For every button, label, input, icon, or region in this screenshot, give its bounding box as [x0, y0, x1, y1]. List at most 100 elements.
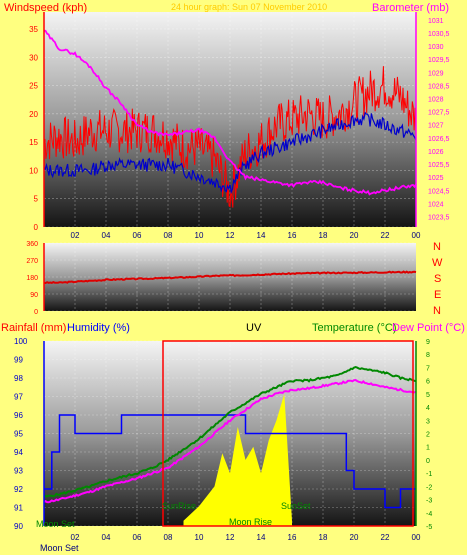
x-tick-label: 18	[319, 231, 328, 240]
direction-tick-label: 90	[30, 292, 38, 299]
baro-tick-label: 1029	[428, 70, 444, 77]
baro-tick-label: 1031	[428, 18, 444, 25]
humidity-tick-label: 100	[14, 337, 28, 346]
temperature-tick-label: 8	[426, 352, 430, 359]
direction-plot-area	[44, 243, 416, 311]
rainfall-box	[162, 340, 414, 527]
baro-tick-label: 1030	[428, 44, 444, 51]
temperature-tick-label: 9	[426, 339, 430, 346]
humidity-tick-label: 91	[14, 504, 23, 513]
temperature-tick-label: 3	[426, 418, 430, 425]
x-tick-label: 18	[319, 533, 328, 542]
wind-direction-series-line	[43, 270, 417, 285]
wind-baro-ticks: 0 5 10 15 20 25 30 35 1023,5 1024 1024,5 1025 1025,5…	[29, 18, 449, 240]
baro-tick-label: 1026	[428, 149, 444, 156]
moon-rise-label: Moon Rise	[229, 517, 272, 527]
dew-point-series-line	[43, 378, 417, 504]
humidity-tick-label: 96	[14, 411, 23, 420]
x-tick-label: 16	[288, 533, 297, 542]
wind-tick-label: 25	[29, 82, 38, 91]
baro-tick-label: 1030,5	[428, 31, 450, 38]
wind-tick-label: 30	[29, 53, 38, 62]
wind-tick-label: 10	[29, 166, 38, 175]
direction-tick-label: 180	[26, 275, 38, 282]
moon-set-label: Moon Set	[40, 543, 79, 553]
x-tick-label: 10	[195, 533, 204, 542]
x-tick-label: 08	[164, 231, 173, 240]
baro-tick-label: 1028,5	[428, 83, 450, 90]
uv-area	[183, 393, 292, 526]
direction-ticks: 0 90 180 270 360	[26, 241, 38, 316]
humidity-tick-label: 93	[14, 467, 23, 476]
x-tick-label: 04	[102, 231, 111, 240]
direction-series	[43, 270, 417, 285]
x-tick-label: 06	[133, 231, 142, 240]
temp-ticks: 90919293949596979899100-5-4-3-2-10123456…	[14, 337, 432, 542]
direction-grid	[44, 242, 416, 312]
temperature-tick-label: 5	[426, 392, 430, 399]
baro-tick-label: 1028	[428, 97, 444, 104]
wind-direction-panel: 0 90 180 270 360 N W S E N	[26, 241, 443, 317]
temperature-tick-label: 1	[426, 445, 430, 452]
wind-tick-label: 20	[29, 110, 38, 119]
sunset-label: SunSet	[281, 501, 311, 511]
humidity-tick-label: 99	[14, 356, 23, 365]
dew-point-axis-title: Dew Point (°C)	[392, 322, 465, 334]
x-tick-label: 00	[412, 533, 421, 542]
humidity-axis-title: Humidity (%)	[67, 322, 130, 334]
temperature-tick-label: 4	[426, 405, 430, 412]
x-tick-label: 02	[71, 231, 80, 240]
temperature-axis-title: Temperature (°C)	[312, 322, 396, 334]
moon-set-label: Moon Set	[36, 519, 75, 529]
baro-tick-label: 1026,5	[428, 136, 450, 143]
x-tick-label: 22	[381, 231, 390, 240]
temperature-tick-label: -2	[426, 484, 432, 491]
x-tick-label: 12	[226, 231, 235, 240]
compass-letter: S	[434, 273, 441, 285]
baro-tick-label: 1025	[428, 175, 444, 182]
baro-tick-label: 1027,5	[428, 110, 450, 117]
humidity-tick-label: 95	[14, 430, 23, 439]
gust-series-line	[43, 66, 417, 208]
compass-letter: E	[434, 289, 441, 301]
baro-tick-label: 1024,5	[428, 188, 450, 195]
x-tick-label: 14	[257, 533, 266, 542]
x-tick-label: 02	[71, 533, 80, 542]
temperature-tick-label: 6	[426, 379, 430, 386]
rainfall-axis-title: Rainfall (mm)	[1, 322, 66, 334]
humidity-tick-label: 92	[14, 485, 23, 494]
temperature-tick-label: -3	[426, 498, 432, 505]
baro-tick-label: 1029,5	[428, 57, 450, 64]
wind-baro-panel: 0 5 10 15 20 25 30 35 1023,5 1024 1024,5 1025 1025,5…	[4, 2, 450, 240]
temperature-tick-label: -4	[426, 511, 432, 518]
wind-tick-label: 0	[34, 223, 39, 232]
wind-tick-label: 15	[29, 138, 38, 147]
x-tick-label: 00	[412, 231, 421, 240]
x-tick-label: 08	[164, 533, 173, 542]
graph-date-title: 24 hour graph: Sun 07 November 2010	[171, 2, 327, 12]
x-tick-label: 20	[350, 533, 359, 542]
barometer-series-line	[44, 29, 417, 196]
x-tick-label: 04	[102, 533, 111, 542]
humidity-tick-label: 90	[14, 522, 23, 531]
compass-letter: N	[433, 305, 441, 317]
wind-tick-label: 35	[29, 25, 38, 34]
humidity-tick-label: 97	[14, 393, 23, 402]
baro-tick-label: 1025,5	[428, 162, 450, 169]
barometer-axis-title: Barometer (mb)	[372, 2, 449, 14]
baro-tick-label: 1027	[428, 123, 444, 130]
x-tick-label: 06	[133, 533, 142, 542]
direction-tick-label: 360	[26, 241, 38, 248]
x-tick-label: 12	[226, 533, 235, 542]
wind-tick-label: 5	[34, 195, 39, 204]
temperature-tick-label: 0	[426, 458, 430, 465]
average-wind-series-line	[43, 111, 417, 195]
wind-baro-plot-area	[44, 12, 416, 227]
temperature-tick-label: -1	[426, 471, 432, 478]
temp-humidity-panel: 90919293949596979899100-5-4-3-2-10123456…	[1, 322, 465, 553]
x-tick-label: 20	[350, 231, 359, 240]
temp-series	[43, 366, 417, 526]
baro-tick-label: 1024	[428, 201, 444, 208]
temperature-tick-label: 2	[426, 432, 430, 439]
